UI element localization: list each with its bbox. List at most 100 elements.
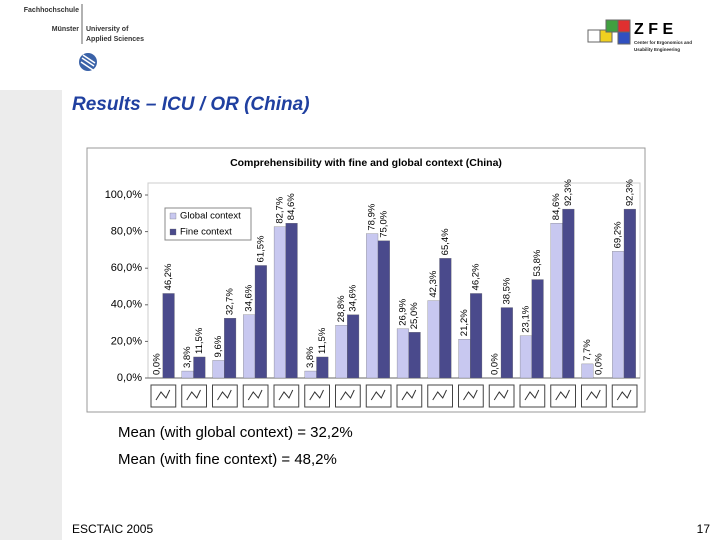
bar	[458, 339, 471, 379]
value-label: 92,3%	[624, 179, 635, 206]
y-tick-label: 100,0%	[105, 189, 143, 201]
category-icon	[488, 384, 515, 408]
bar	[623, 208, 636, 379]
icon-glyph	[247, 389, 263, 401]
chart-title: Comprehensibility with fine and global c…	[230, 157, 502, 169]
legend-box	[164, 207, 252, 241]
value-label: 84,6%	[286, 193, 297, 220]
icon-glyph	[217, 389, 232, 401]
bar	[193, 356, 206, 379]
bar	[212, 360, 225, 379]
bar	[366, 233, 379, 379]
category-icon	[242, 384, 269, 408]
bar	[181, 370, 194, 379]
univ-name: Applied Sciences	[86, 36, 144, 43]
zfe-logo	[587, 19, 631, 45]
bar	[335, 325, 348, 379]
value-label: 46,2%	[163, 263, 174, 290]
category-icon	[304, 384, 330, 408]
value-label: 69,2%	[613, 221, 624, 248]
side-strip	[0, 90, 62, 540]
value-label: 82,7%	[274, 196, 285, 223]
bar	[427, 300, 440, 379]
bar	[254, 265, 267, 379]
icon-glyph	[340, 389, 355, 401]
value-label: 84,6%	[551, 193, 562, 220]
value-label: 75,0%	[378, 210, 389, 237]
value-label: 53,8%	[532, 249, 543, 276]
icon-glyph	[616, 389, 632, 401]
y-tick-label: 80,0%	[111, 226, 142, 238]
icon-glyph	[524, 389, 540, 401]
fh-logo	[79, 53, 97, 71]
value-label: 23,1%	[520, 305, 531, 332]
category-icon	[396, 384, 423, 408]
value-label: 38,5%	[501, 277, 512, 304]
y-tick-label: 60,0%	[111, 262, 142, 274]
value-label: 65,4%	[440, 228, 451, 255]
bar	[285, 223, 298, 379]
value-label: 34,6%	[244, 284, 255, 311]
icon-glyph	[309, 389, 324, 401]
category-icon	[273, 384, 300, 408]
legend-swatch	[169, 228, 177, 236]
bar	[347, 314, 360, 379]
bar	[550, 223, 563, 379]
category-icon	[335, 384, 361, 408]
value-label: 32,7%	[225, 288, 236, 315]
icon-glyph	[401, 389, 417, 401]
value-label: 61,5%	[255, 235, 266, 262]
value-label: 3,8%	[305, 346, 316, 368]
y-tick-label: 0,0%	[117, 372, 142, 384]
chart: 0,0% 20,0% 40,0% 60,0% 80,0% 100,0% 0,0% 3,8% 9,…	[105, 179, 641, 408]
note: Mean (with global context) = 32,2%	[118, 424, 353, 441]
bar	[243, 314, 256, 379]
y-tick-label: 20,0%	[111, 335, 142, 347]
value-label: 3,8%	[182, 346, 193, 368]
value-label: 11,5%	[317, 327, 328, 354]
legend-label: Fine context	[180, 227, 232, 238]
bar	[531, 279, 544, 379]
legend-swatch	[169, 212, 177, 220]
bar	[396, 328, 409, 379]
bar	[273, 226, 286, 379]
icon-glyph	[493, 389, 509, 401]
bar	[408, 332, 421, 379]
category-icon	[150, 384, 177, 408]
zfe-sub: Center for Ergonomics and	[634, 40, 692, 45]
category-icon	[581, 384, 607, 408]
zfe-sub: Usability Engineering	[634, 47, 680, 52]
icon-glyph	[155, 389, 171, 401]
value-label: 0,0%	[594, 353, 605, 375]
bar	[316, 356, 329, 379]
bar	[562, 208, 575, 379]
legend-label: Global context	[180, 211, 241, 222]
bar	[224, 318, 237, 379]
value-label: 0,0%	[490, 353, 501, 375]
icon-glyph	[186, 389, 201, 401]
note: Mean (with fine context) = 48,2%	[118, 451, 337, 468]
bar	[162, 293, 175, 379]
category-icon	[458, 384, 484, 408]
value-label: 28,8%	[336, 295, 347, 322]
bar	[500, 307, 513, 379]
bar	[519, 335, 532, 379]
zfe-title: Z F E	[634, 21, 673, 38]
value-label: 46,2%	[471, 263, 482, 290]
page-number: 17	[697, 522, 711, 536]
univ-name: University of	[86, 26, 129, 33]
icon-glyph	[555, 389, 570, 401]
value-label: 9,6%	[213, 335, 224, 357]
school-name: Münster	[52, 26, 80, 33]
value-label: 0,0%	[151, 353, 162, 375]
icon-glyph	[586, 389, 601, 401]
value-label: 42,3%	[428, 270, 439, 297]
icon-glyph	[463, 389, 478, 401]
icon-glyph	[278, 389, 294, 401]
icon-glyph	[432, 389, 447, 401]
category-icon	[519, 384, 546, 408]
school-name: Fachhochschule	[24, 7, 79, 14]
bar	[439, 258, 452, 379]
icon-glyph	[370, 389, 386, 401]
